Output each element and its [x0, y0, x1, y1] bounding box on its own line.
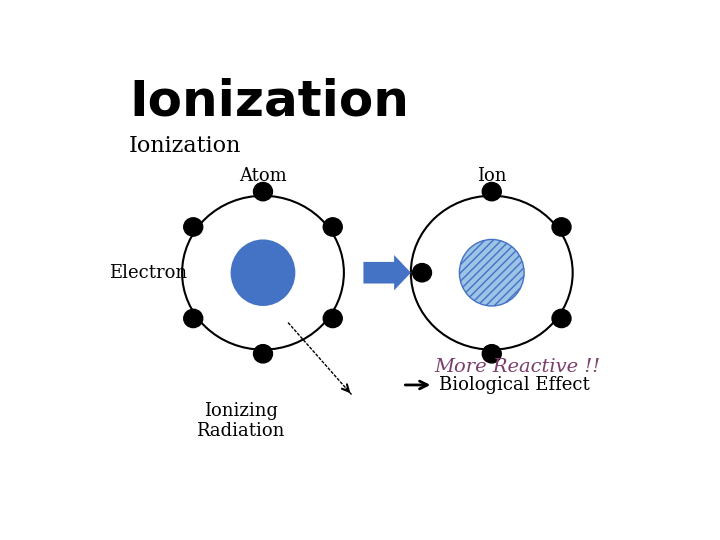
- Text: Electron: Electron: [109, 264, 188, 282]
- Text: Ion: Ion: [477, 167, 506, 185]
- FancyArrow shape: [364, 255, 411, 291]
- Text: More Reactive !!: More Reactive !!: [434, 358, 600, 376]
- Ellipse shape: [253, 345, 272, 363]
- Ellipse shape: [253, 183, 272, 201]
- Ellipse shape: [552, 309, 571, 328]
- Ellipse shape: [482, 183, 501, 201]
- Ellipse shape: [230, 239, 295, 306]
- Ellipse shape: [482, 345, 501, 363]
- Ellipse shape: [459, 239, 524, 306]
- Ellipse shape: [413, 264, 431, 282]
- Text: Ionization: Ionization: [129, 136, 241, 158]
- Ellipse shape: [323, 218, 342, 236]
- Ellipse shape: [552, 218, 571, 236]
- Ellipse shape: [184, 309, 203, 328]
- Text: Biological Effect: Biological Effect: [438, 376, 590, 394]
- Text: Atom: Atom: [239, 167, 287, 185]
- Ellipse shape: [184, 218, 203, 236]
- Ellipse shape: [323, 309, 342, 328]
- Text: Ionization: Ionization: [129, 77, 409, 125]
- Text: Ionizing
Radiation: Ionizing Radiation: [197, 402, 285, 441]
